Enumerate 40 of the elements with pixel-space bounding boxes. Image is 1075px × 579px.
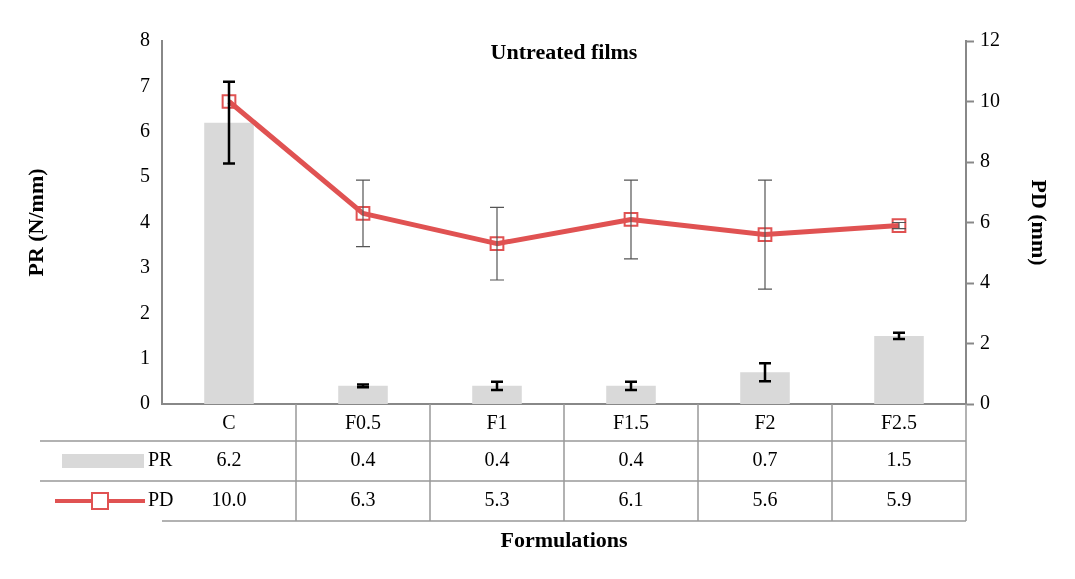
data-label: 0.7	[752, 448, 778, 471]
legend-label: PD	[148, 488, 174, 511]
y-tick-label: 6	[140, 119, 150, 141]
y2-tick-label: 6	[980, 209, 990, 232]
y-tick-label: 3	[140, 255, 150, 278]
y-tick-label: 1	[140, 345, 150, 368]
y-axis-title: PR (N/mm)	[22, 168, 48, 277]
y2-tick-label: 8	[980, 149, 990, 172]
y-tick-label: 5	[140, 164, 150, 187]
y2-tick-label: 4	[980, 270, 990, 293]
data-label: 6.3	[350, 488, 376, 511]
x-tick-label: F2.5	[880, 411, 918, 434]
y2-tick-label: 12	[980, 28, 1000, 51]
x-tick-label: F0.5	[344, 411, 382, 434]
data-label: 1.5	[886, 448, 912, 471]
data-label: 10.0	[211, 488, 247, 511]
y-tick-label: 7	[140, 73, 150, 96]
y2-axis-title: PD (mm)	[1027, 179, 1053, 266]
legend-label: PR	[148, 448, 174, 471]
y2-tick-label: 2	[980, 330, 990, 353]
x-tick-label: F2	[754, 411, 776, 434]
y-tick-label: 2	[140, 300, 150, 323]
data-label: 0.4	[484, 448, 510, 471]
data-label: 5.6	[752, 488, 778, 511]
data-label: 5.9	[886, 488, 912, 511]
x-axis-title: Formulations	[500, 526, 628, 552]
x-tick-label: C	[222, 411, 236, 434]
data-label: 5.3	[484, 488, 510, 511]
y2-tick-label: 0	[980, 391, 990, 414]
data-label: 0.4	[618, 448, 644, 471]
data-label: 0.4	[350, 448, 376, 471]
y-tick-label: 4	[140, 209, 150, 232]
chart-title: Untreated films	[490, 38, 638, 64]
data-label: 6.2	[216, 448, 242, 471]
y-tick-label: 8	[140, 28, 150, 51]
y2-tick-label: 10	[980, 88, 1000, 111]
x-tick-label: F1.5	[612, 411, 650, 434]
y-tick-label: 0	[140, 391, 150, 414]
data-label: 6.1	[618, 488, 644, 511]
x-tick-label: F1	[486, 411, 508, 434]
